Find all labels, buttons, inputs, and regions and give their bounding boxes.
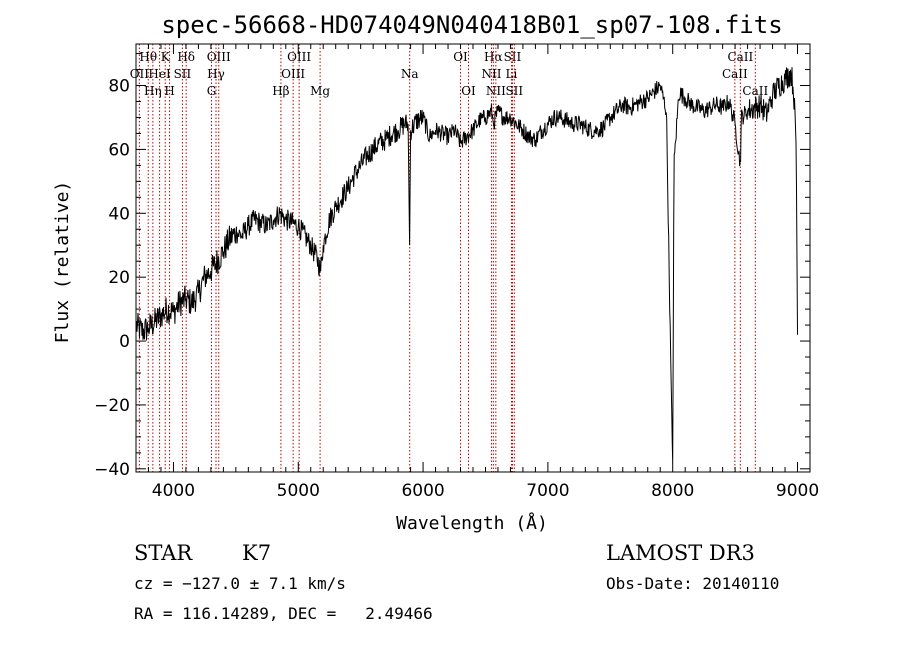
obs-date: Obs-Date: 20140110 bbox=[606, 574, 779, 593]
spectral-line-label: G bbox=[207, 84, 217, 98]
spectral-line-label: CaII bbox=[722, 67, 748, 81]
spectral-lines: Hθ OII Hη K HeI H Hδ SII OIII Hγ G OIII OIII Hβ Mg Na OI… bbox=[130, 44, 768, 472]
spectral-line-label: Li bbox=[506, 67, 518, 81]
spectral-line-label: OIII bbox=[207, 50, 231, 64]
x-axis-label: Wavelength (Å) bbox=[396, 512, 548, 534]
spectral-line-label: SII bbox=[504, 50, 522, 64]
x-axis-ticks: 4000 5000 6000 7000 8000 9000 bbox=[147, 44, 819, 501]
x-tick-label: 5000 bbox=[277, 481, 320, 501]
spectral-line-label: NII bbox=[481, 67, 501, 81]
spectral-line-label: Hη bbox=[144, 84, 162, 98]
x-tick-label: 4000 bbox=[152, 481, 195, 501]
spectral-line-label: OIII bbox=[287, 50, 311, 64]
spectral-line-label: Hα bbox=[484, 50, 503, 64]
spectral-line-label: Mg bbox=[310, 84, 330, 98]
y-tick-label: 80 bbox=[108, 77, 130, 97]
spectral-line-label: H bbox=[164, 84, 174, 98]
y-tick-label: −20 bbox=[94, 396, 130, 416]
spectral-line-label: Hθ bbox=[139, 50, 157, 64]
spectral-line-label: OI bbox=[453, 50, 468, 64]
spectral-line-label: Hδ bbox=[177, 50, 195, 64]
spectral-line-label: NII bbox=[486, 84, 506, 98]
spectral-line-label: OIII bbox=[281, 67, 305, 81]
chart-title: spec-56668-HD074049N040418B01_sp07-108.f… bbox=[161, 11, 782, 39]
x-tick-label: 8000 bbox=[651, 481, 694, 501]
y-axis-ticks: −40 −20 0 20 40 60 80 bbox=[94, 53, 810, 480]
y-tick-label: 20 bbox=[108, 268, 130, 288]
redshift-text: cz = −127.0 ± 7.1 km/s bbox=[134, 574, 346, 593]
spectrum-series bbox=[135, 67, 798, 463]
spectrum-line bbox=[135, 67, 798, 463]
spectral-line-label: CaII bbox=[742, 84, 768, 98]
y-axis-label: Flux (relative) bbox=[52, 181, 73, 344]
y-tick-label: 40 bbox=[108, 204, 130, 224]
y-tick-label: 0 bbox=[119, 332, 130, 352]
survey-name: LAMOST DR3 bbox=[606, 541, 755, 565]
object-subclass: K7 bbox=[242, 541, 271, 565]
spectral-line-label: K bbox=[161, 50, 171, 64]
x-tick-label: 9000 bbox=[776, 481, 819, 501]
spectral-line-label: SII bbox=[174, 67, 192, 81]
spectral-line-label: Na bbox=[401, 67, 419, 81]
spectral-line-label: SII bbox=[505, 84, 523, 98]
spectral-line-label: Hβ bbox=[272, 84, 289, 98]
object-class: STAR bbox=[134, 541, 193, 565]
spectral-line-label: HeI bbox=[148, 67, 171, 81]
spectral-line-label: OI bbox=[461, 84, 476, 98]
coordinates-text: RA = 116.14289, DEC = 2.49466 bbox=[134, 604, 433, 623]
x-tick-label: 6000 bbox=[401, 481, 444, 501]
spectral-line-label: Hγ bbox=[207, 67, 225, 81]
spectral-line-label: OII bbox=[130, 67, 150, 81]
x-tick-label: 7000 bbox=[526, 481, 569, 501]
spectral-line-label: CaII bbox=[727, 50, 753, 64]
y-tick-label: 60 bbox=[108, 140, 130, 160]
y-tick-label: −40 bbox=[94, 460, 130, 480]
